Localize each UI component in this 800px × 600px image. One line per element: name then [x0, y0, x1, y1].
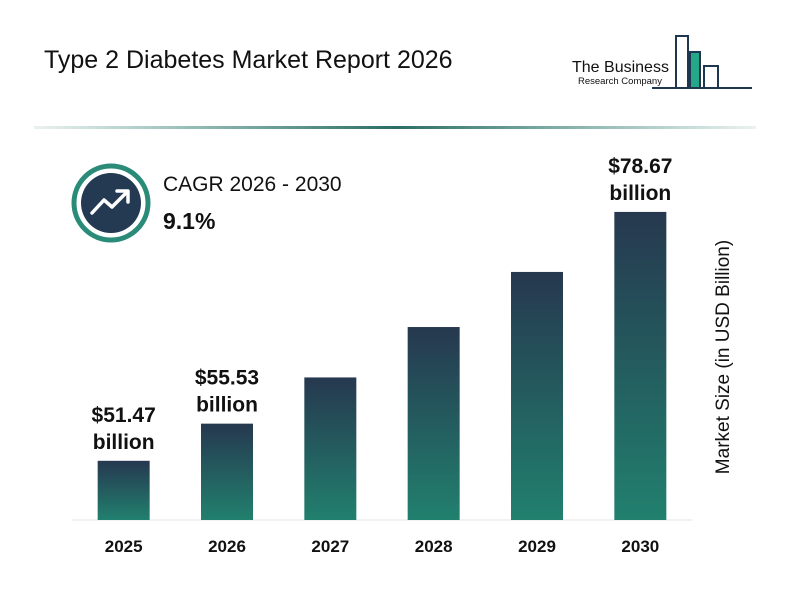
value-label: $51.47 billion — [92, 404, 156, 454]
bar — [97, 460, 150, 520]
x-tick-label: 2025 — [105, 537, 143, 556]
cagr-value: 9.1% — [163, 208, 215, 234]
value-label-line: $55.53 — [195, 367, 259, 390]
brand-name: The Business — [572, 59, 669, 76]
bar — [511, 271, 563, 520]
value-label-line: billion — [93, 431, 155, 454]
x-tick-label: 2028 — [415, 537, 453, 556]
value-label-line: $51.47 — [92, 404, 156, 427]
bar — [201, 423, 253, 520]
cagr-badge: CAGR 2026 - 2030 9.1% — [71, 163, 342, 243]
x-tick-label: 2026 — [208, 537, 246, 556]
bar — [614, 211, 667, 520]
bar — [407, 327, 460, 520]
value-label: $55.53 billion — [195, 367, 259, 417]
chart-title: Type 2 Diabetes Market Report 2026 — [44, 46, 453, 74]
y-axis-label: Market Size (in USD Billion) — [713, 240, 734, 474]
x-tick-label: 2027 — [311, 537, 349, 556]
brand-subname: Research Company — [578, 76, 662, 87]
x-tick-label: 2029 — [518, 537, 556, 556]
cagr-label: CAGR 2026 - 2030 — [163, 173, 342, 196]
bar — [304, 377, 357, 520]
header-rule — [34, 126, 756, 129]
value-label-line: billion — [609, 182, 671, 205]
brand-logo: The Business Research Company — [572, 35, 752, 89]
value-label: $78.67 billion — [608, 155, 672, 205]
value-label-line: $78.67 — [608, 155, 672, 178]
x-tick-label: 2030 — [621, 537, 659, 556]
value-label-line: billion — [196, 394, 258, 417]
